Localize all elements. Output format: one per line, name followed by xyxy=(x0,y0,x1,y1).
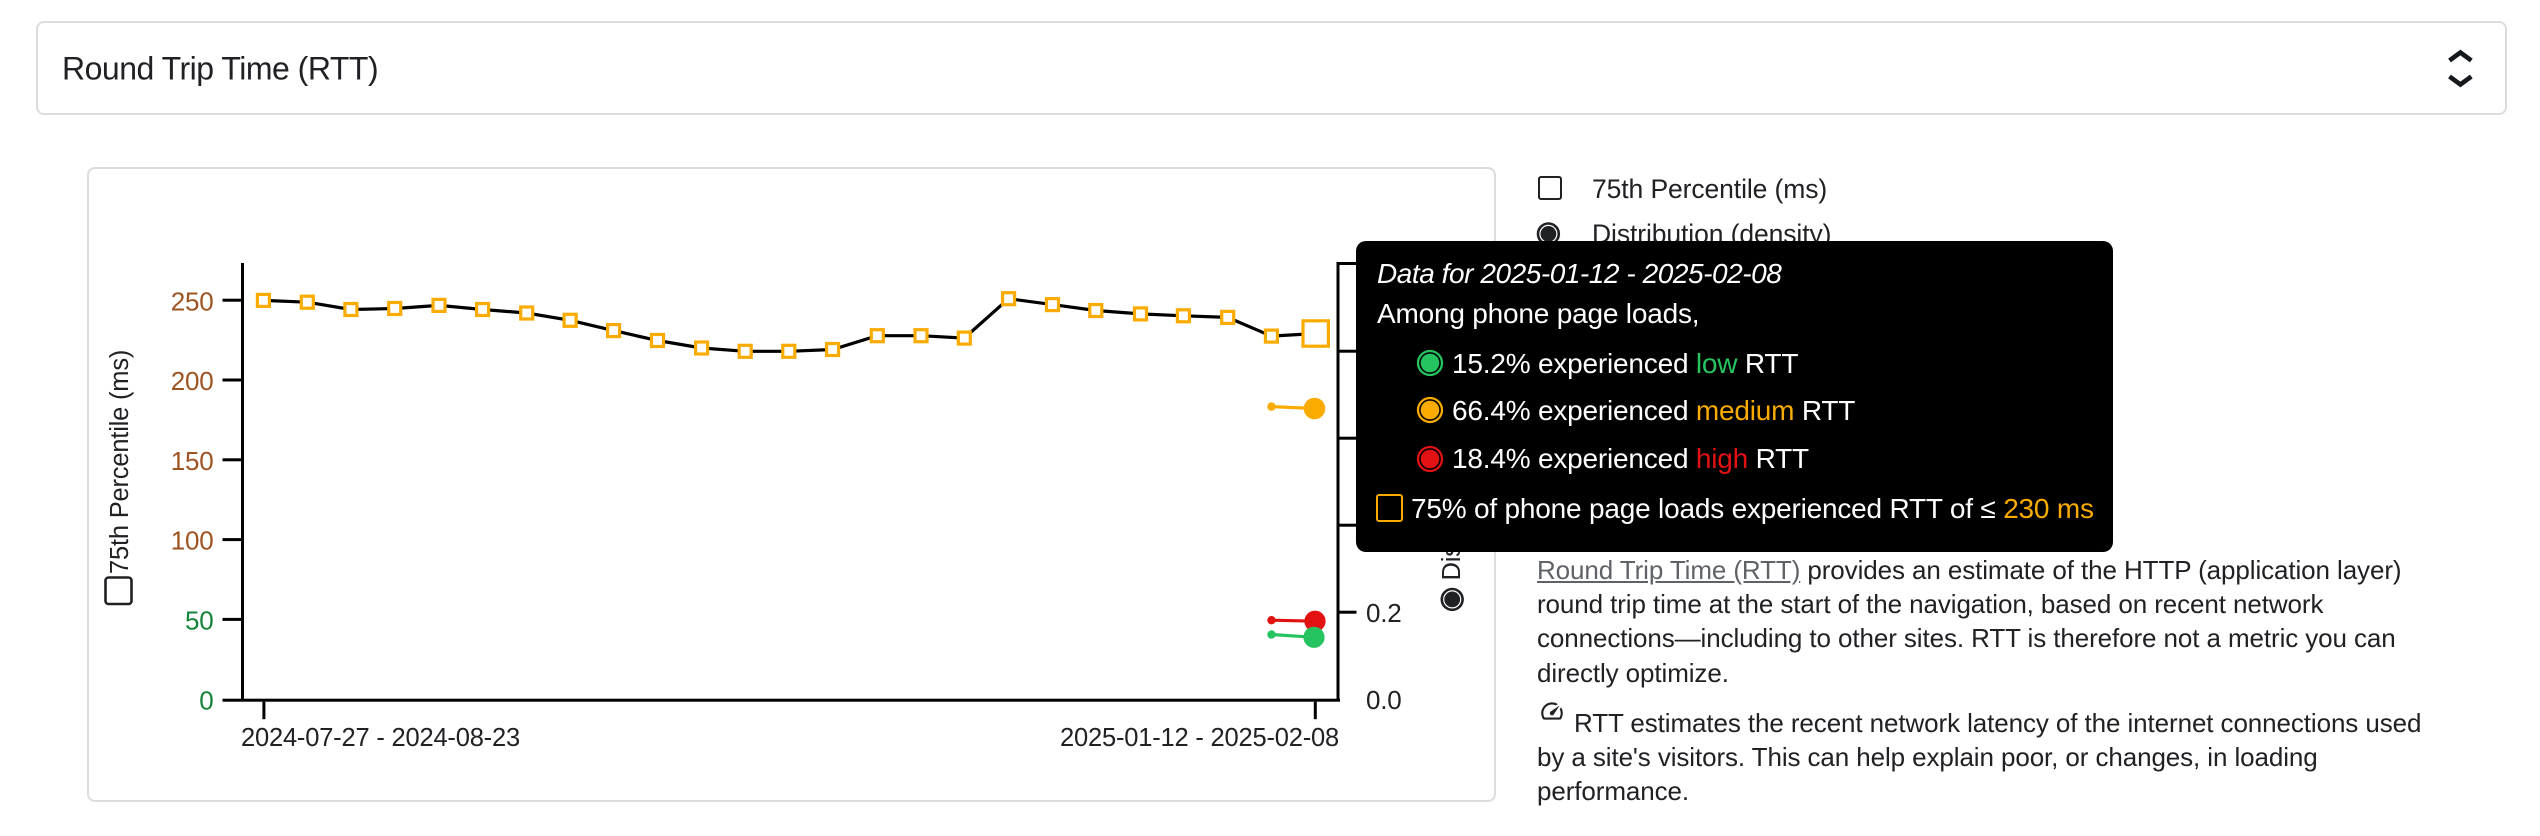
svg-text:0.2: 0.2 xyxy=(1366,598,1402,628)
svg-text:200: 200 xyxy=(171,366,214,396)
svg-text:250: 250 xyxy=(171,286,214,316)
svg-text:100: 100 xyxy=(171,526,214,556)
svg-text:150: 150 xyxy=(171,446,214,476)
svg-text:2025-01-12 - 2025-02-08: 2025-01-12 - 2025-02-08 xyxy=(1060,724,1339,752)
svg-text:0.0: 0.0 xyxy=(1366,685,1402,715)
svg-text:2024-07-27 - 2024-08-23: 2024-07-27 - 2024-08-23 xyxy=(241,724,520,752)
svg-text:0: 0 xyxy=(199,685,213,715)
svg-text:75th Percentile (ms): 75th Percentile (ms) xyxy=(106,350,134,574)
svg-text:50: 50 xyxy=(185,606,214,636)
